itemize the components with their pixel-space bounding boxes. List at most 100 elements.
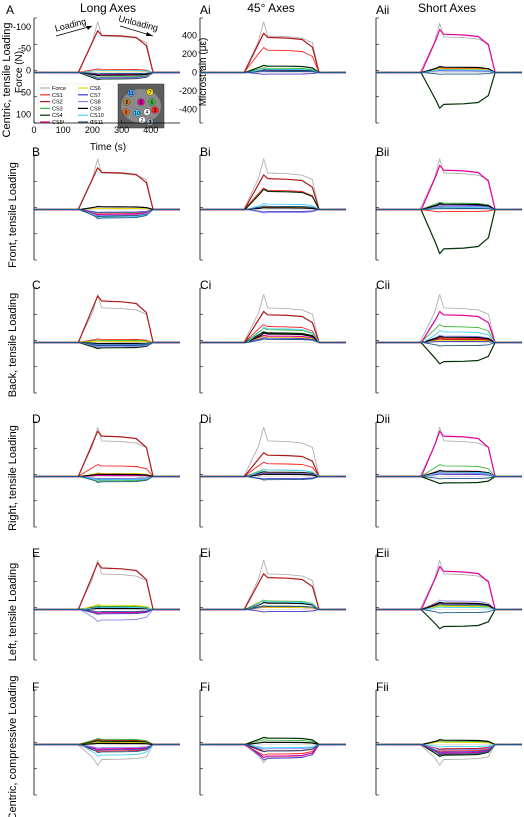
legend-label-cs8: CS8 (90, 100, 101, 106)
series-line-Fi-cs1 (200, 744, 346, 756)
panel-letter-Ei: Ei (200, 546, 211, 560)
series-line-Di-cs10 (199, 468, 347, 478)
series-line-Fii-cs6 (376, 741, 522, 745)
panel-letter-E: E (32, 546, 40, 560)
panel-A-xtick-label: 200 (85, 125, 100, 135)
series-line-Ci-cs10 (199, 326, 347, 344)
series-line-Eii-cs10 (375, 606, 523, 611)
panel-Ai-strain-tick-label: 0 (192, 68, 197, 78)
series-line-Eii-cs8 (376, 599, 522, 610)
panel-Aii (375, 17, 523, 124)
series-line-Di-force (199, 426, 347, 478)
series-line-E-cs11 (34, 609, 180, 613)
series-line-Di-cs11 (200, 476, 346, 481)
series-line-A-cs8 (34, 72, 180, 80)
series-line-D-cs10 (33, 476, 181, 481)
column-title-45: 45° Axes (247, 1, 295, 15)
series-line-D-cs9 (34, 473, 180, 478)
legend-label-cs9: CS9 (90, 106, 101, 112)
series-line-Ci-cs9 (200, 332, 346, 344)
sensor-label-3: 3 (154, 108, 157, 114)
series-line-Fi-cs11 (200, 744, 346, 753)
series-line-Ci-cs2 (199, 310, 347, 344)
panel-letter-A: A (6, 3, 14, 17)
panel-A-force-tick-label: 50 (21, 87, 31, 97)
legend-label-cs1: CS1 (52, 93, 63, 99)
series-line-Eii-cs4 (376, 608, 522, 630)
series-line-Aii-cs11 (376, 72, 522, 75)
series-line-E-cs8 (34, 609, 180, 622)
sensor-label-10: 10 (134, 111, 140, 117)
sensor-label-7: 7 (149, 90, 152, 96)
series-line-F-cs9 (34, 742, 180, 746)
series-line-B-cs2 (33, 167, 181, 211)
panel-letter-Fii: Fii (376, 680, 389, 694)
panel-letter-Ai: Ai (200, 3, 211, 17)
sensor-dot-6 (148, 98, 156, 106)
series-line-Bii-cs11 (376, 207, 522, 210)
series-line-Ci-cs11 (200, 338, 346, 343)
panel-Fi (199, 689, 347, 796)
sensor-label-8: 8 (126, 100, 129, 106)
sensor-dot-3 (151, 106, 159, 114)
row-label-centric-tensile: Centric, tensile Loading (1, 23, 13, 138)
sensor-label-5: 5 (140, 100, 143, 106)
panel-D (33, 421, 181, 528)
series-line-Bi-cs8 (200, 209, 346, 214)
series-line-F-cs11 (34, 744, 180, 754)
series-line-Ai-cs11 (200, 70, 346, 73)
panel-letter-Eii: Eii (376, 546, 389, 560)
series-line-E-cs7 (33, 608, 181, 615)
panel-letter-B: B (32, 145, 40, 159)
series-line-C-cs8 (34, 342, 180, 348)
series-line-Bii-cs4 (376, 208, 522, 255)
row-label-centric-compressive: Centric, compressive Loading (7, 676, 19, 817)
series-line-B-cs9 (34, 205, 180, 211)
force-axis-label: Force (N) (14, 51, 25, 93)
series-line-D-cs11 (34, 476, 180, 483)
series-line-D-cs2 (33, 430, 181, 478)
series-line-Eii-force (375, 559, 523, 611)
series-line-Bii-cs5 (375, 164, 523, 211)
series-line-Bi-force (199, 158, 347, 211)
panel-letter-D: D (32, 412, 41, 426)
sensor-label-6: 6 (151, 100, 154, 106)
panel-Ei (199, 554, 347, 661)
series-line-Ci-cs3 (200, 327, 346, 343)
sensor-label-11: 11 (128, 91, 133, 97)
panel-E (33, 554, 181, 661)
sensor-dot-1 (146, 118, 154, 126)
panel-A-xtick-label: 0 (31, 125, 36, 135)
panel-B (33, 154, 181, 261)
sensor-label-9: 9 (125, 110, 128, 116)
sensor-label-4: 4 (146, 110, 149, 116)
legend-label-cs10: CS10 (90, 113, 104, 119)
series-line-Bii-force (375, 158, 523, 211)
series-line-Fi-cs7 (199, 743, 347, 761)
panel-A (33, 17, 181, 124)
column-title-long: Long Axes (80, 1, 136, 15)
unloading-arrow-head (146, 32, 153, 36)
series-line-Fii-cs10 (375, 744, 523, 748)
panel-letter-Aii: Aii (376, 3, 389, 17)
legend-label-cs2: CS2 (52, 100, 63, 106)
loading-annotation: Loading (54, 16, 88, 33)
legend-box (37, 83, 115, 129)
series-line-Ei-cs11 (200, 605, 346, 610)
series-line-Bii-cs1 (376, 209, 522, 213)
panel-Ai-strain-tick-label: -200 (179, 86, 197, 96)
series-line-Cii-cs3 (376, 324, 522, 343)
series-line-Bi-cs2 (199, 174, 347, 211)
legend-label-cs3: CS3 (52, 106, 63, 112)
series-line-Ei-force (199, 559, 347, 611)
series-line-Cii-cs9 (376, 335, 522, 344)
series-line-F-cs5 (33, 743, 181, 750)
series-line-Fi-cs10 (199, 744, 347, 749)
row-label-front-tensile: Front, tensile Loading (7, 162, 19, 268)
series-line-B-force (33, 158, 181, 211)
panel-letter-F: F (32, 680, 39, 694)
series-line-Fii-cs11 (376, 744, 522, 756)
unloading-annotation: Unloading (117, 14, 159, 34)
series-line-C-cs6 (34, 340, 180, 343)
